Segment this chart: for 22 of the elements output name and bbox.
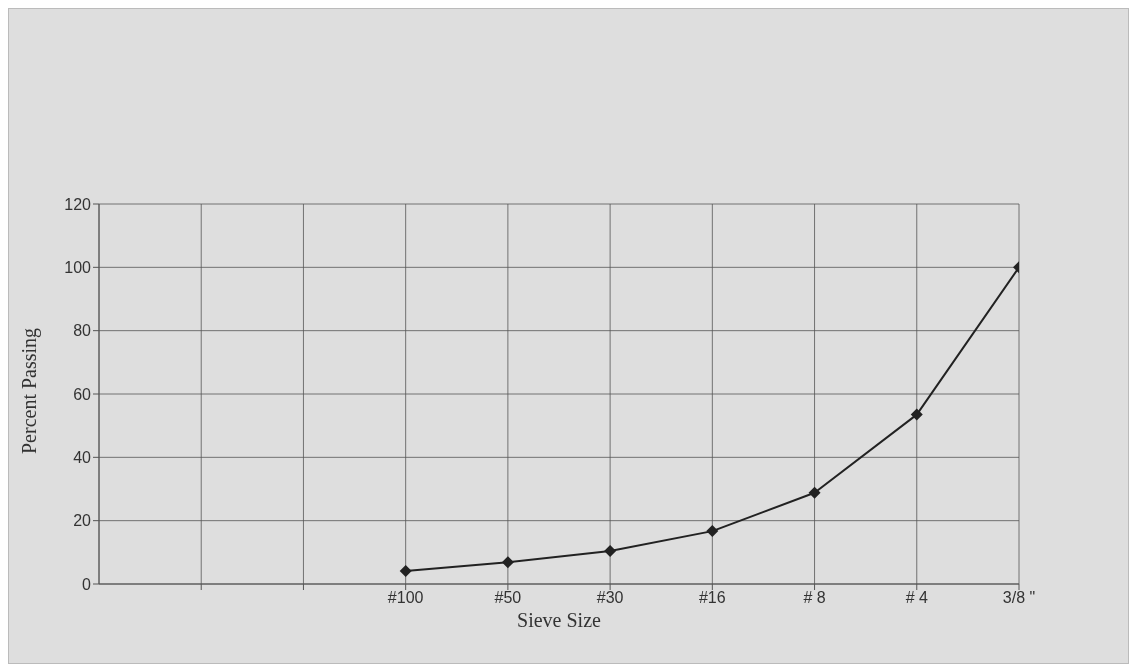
point xyxy=(706,525,719,538)
x-tick-label: # 4 xyxy=(905,589,928,607)
point xyxy=(399,565,412,578)
x-tick-label: # 8 xyxy=(803,589,826,607)
x-axis-title: Sieve Size xyxy=(517,609,602,631)
y-tick-label: 40 xyxy=(73,449,92,467)
point xyxy=(501,556,514,569)
y-axis-title: Percent Passing xyxy=(18,327,42,454)
y-tick-label: 20 xyxy=(73,512,92,530)
x-tick-label: #100 xyxy=(387,589,424,607)
point xyxy=(910,408,923,421)
x-tick-label: #16 xyxy=(698,589,726,607)
y-tick-label: 0 xyxy=(82,575,92,593)
point xyxy=(604,545,617,558)
y-tick-label: 80 xyxy=(73,322,92,340)
x-tick-label: #50 xyxy=(494,589,522,607)
y-tick-label: 120 xyxy=(64,195,92,213)
x-tick-label: #30 xyxy=(596,589,624,607)
y-tick-label: 100 xyxy=(64,259,92,277)
point xyxy=(808,486,821,499)
x-tick-label: 3/8 " xyxy=(1002,589,1036,607)
y-tick-label: 60 xyxy=(73,385,92,403)
